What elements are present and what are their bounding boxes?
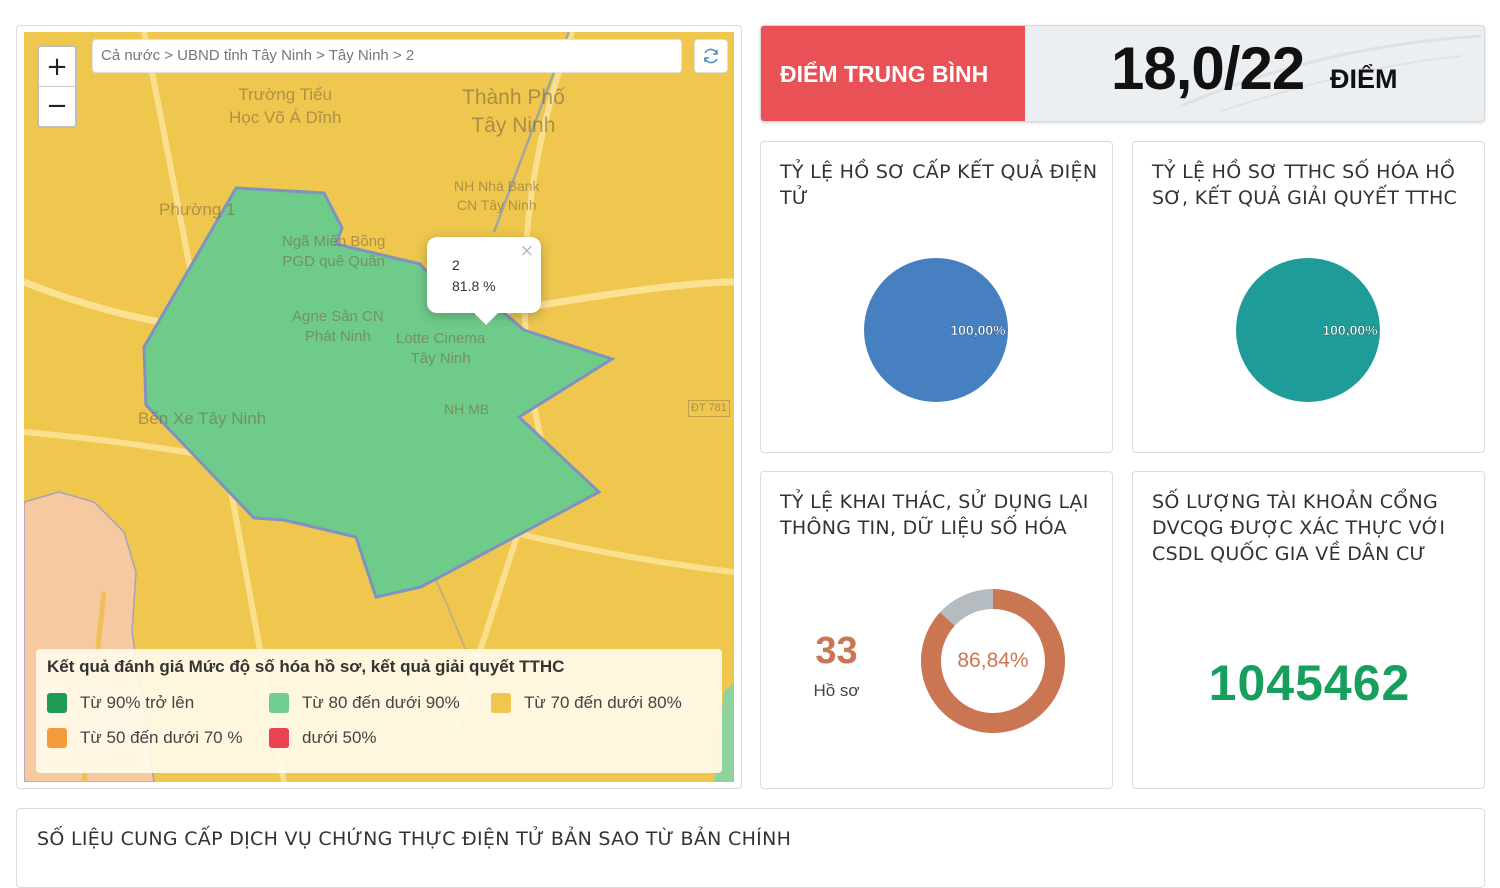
stat-card-data-reuse: TỶ LỆ KHAI THÁC, SỬ DỤNG LẠI THÔNG TIN, … [760,471,1113,789]
map-legend: Kết quả đánh giá Mức độ số hóa hồ sơ, kế… [36,649,722,773]
legend-label: Từ 80 đến dưới 90% [302,693,460,712]
map-label-bank: NH Nhà Bank CN Tây Ninh [454,178,540,213]
pie-slice [1236,258,1380,402]
refresh-icon [704,48,718,64]
score-watermark [1180,34,1482,112]
stat-card-verified-accounts: SỐ LƯỢNG TÀI KHOẢN CỔNG DVCQG ĐƯỢC XÁC T… [1132,471,1485,789]
map-popup: × 2 81.8 % [427,237,541,325]
donut-label: 86,84% [957,649,1028,672]
legend-item: Từ 70 đến dưới 80% [491,693,682,713]
pie-slice [864,258,1008,402]
zoom-out-button[interactable]: − [39,86,75,125]
verified-account-count: 1045462 [1208,655,1411,711]
choropleth-map[interactable]: Trường Tiểu Học Võ Á Dĩnh Thành Phố Tây Ni… [24,32,734,782]
popup-area-name: 2 [452,257,460,273]
legend-item: Từ 50 đến dưới 70 % [47,728,242,748]
pie-chart-digitized: 100,00% [1236,258,1380,402]
legend-item: dưới 50% [269,728,377,748]
legend-title: Kết quả đánh giá Mức độ số hóa hồ sơ, kế… [47,657,565,676]
average-score-card: ĐIỂM TRUNG BÌNH 18,0/22 ĐIỂM [760,25,1485,122]
legend-item: Từ 90% trở lên [47,693,194,713]
map-label-road: ĐT 781 [688,400,730,417]
map-label-cinema: Agne Sản CN Phát Ninh [292,308,384,346]
donut-rest-slice [940,589,993,626]
legend-swatch [491,693,511,713]
record-count: 33 [815,630,858,672]
map-label-ward: Phường 1 [159,200,236,219]
map-label-edu: Ngã Miến Bồng PGD quê Quân [282,233,386,271]
record-count-label: Hồ sơ [813,681,860,700]
pie-label: 100,00% [950,322,1006,338]
card-title: TỶ LỆ HỒ SƠ TTHC SỐ HÓA HỒ SƠ, KẾT QUẢ G… [1152,161,1458,209]
district-polygon [142,186,616,599]
score-value: 18,0/22 [1111,35,1305,102]
refresh-button[interactable] [694,39,728,73]
map-label-mall: Lotte Cinema Tây Ninh [396,330,486,368]
map-label-city: Thành Phố Tây Ninh [462,86,565,138]
popup-area-value: 81.8 % [452,278,496,294]
breadcrumb[interactable]: Cả nước > UBND tỉnh Tây Ninh > Tây Ninh … [92,39,682,73]
score-unit: ĐIỂM [1330,64,1398,94]
map-card: Trường Tiểu Học Võ Á Dĩnh Thành Phố Tây Ni… [16,25,742,789]
legend-swatch [269,728,289,748]
stat-card-digitized: TỶ LỆ HỒ SƠ TTHC SỐ HÓA HỒ SƠ, KẾT QUẢ G… [1132,141,1485,453]
legend-label: Từ 90% trở lên [80,693,195,712]
stat-card-electronic-result: TỶ LỆ HỒ SƠ CẤP KẾT QUẢ ĐIỆN TỬ 100,00% [760,141,1113,453]
legend-item: Từ 80 đến dưới 90% [269,693,460,713]
pie-chart-electronic-result: 100,00% [864,258,1008,402]
map-label-nhmb: NH MB [444,401,490,417]
legend-swatch [47,693,67,713]
card-title: SỐ LƯỢNG TÀI KHOẢN CỔNG DVCQG ĐƯỢC XÁC T… [1152,491,1446,565]
donut-chart-data-reuse: 86,84% [921,589,1065,733]
zoom-control: + − [37,45,77,128]
map-label-school: Trường Tiểu Học Võ Á Dĩnh [229,85,342,127]
popup-close-button[interactable]: × [519,241,534,261]
section-title: SỐ LIỆU CUNG CẤP DỊCH VỤ CHỨNG THỰC ĐIỆN… [37,828,792,850]
card-title: TỶ LỆ HỒ SƠ CẤP KẾT QUẢ ĐIỆN TỬ [780,161,1098,209]
legend-swatch [269,693,289,713]
map-label-bus: Bến Xe Tây Ninh [138,409,267,428]
legend-label: Từ 70 đến dưới 80% [524,693,682,712]
certification-section: SỐ LIỆU CUNG CẤP DỊCH VỤ CHỨNG THỰC ĐIỆN… [16,808,1485,888]
card-title: TỶ LỆ KHAI THÁC, SỬ DỤNG LẠI THÔNG TIN, … [780,491,1089,539]
pie-label: 100,00% [1322,322,1378,338]
score-label: ĐIỂM TRUNG BÌNH [761,26,1025,121]
zoom-in-button[interactable]: + [46,51,68,82]
legend-label: dưới 50% [302,728,377,747]
legend-label: Từ 50 đến dưới 70 % [80,728,243,747]
legend-swatch [47,728,67,748]
